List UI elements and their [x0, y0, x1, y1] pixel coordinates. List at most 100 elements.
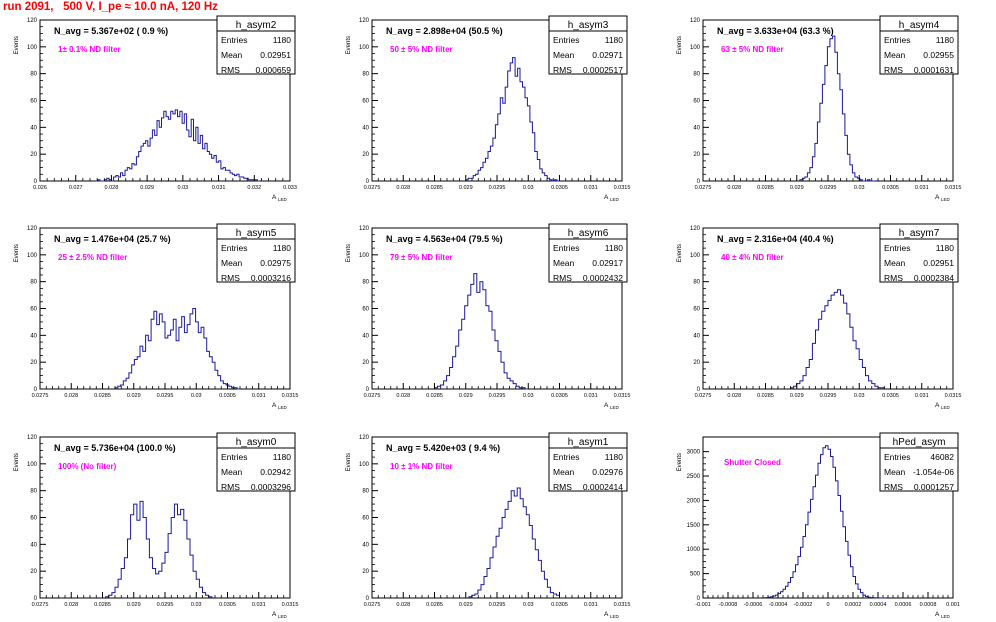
x-tick-label: 0.0275: [364, 185, 381, 191]
y-tick-label: 120: [690, 226, 701, 232]
y-tick-label: 120: [690, 18, 701, 24]
stats-value: 46082: [930, 452, 954, 462]
x-axis-title-subscript: LED: [278, 405, 288, 410]
stats-title: hPed_asym: [893, 437, 946, 448]
stats-key: RMS: [884, 482, 903, 492]
y-tick-label: 40: [30, 333, 37, 339]
y-tick-label: 80: [30, 280, 37, 286]
x-tick-label: 0.03: [523, 185, 534, 191]
x-tick-label: 0.0008: [920, 602, 937, 608]
x-axis-title-subscript: LED: [941, 405, 951, 410]
stats-value: 0.0001257: [914, 482, 954, 492]
stats-key: Entries: [884, 35, 910, 45]
n-avg-label: N_avg = 5.367e+02 ( 0.9 %): [54, 26, 168, 36]
y-tick-label: 0: [697, 596, 701, 602]
y-tick-label: 100: [690, 253, 701, 259]
y-tick-label: 100: [690, 45, 701, 51]
y-tick-label: 60: [362, 307, 369, 313]
stats-title: h_asym3: [568, 20, 609, 31]
x-tick-label: 0.0315: [614, 185, 631, 191]
stats-value: 1180: [605, 452, 624, 462]
histogram-line: [468, 487, 560, 598]
y-tick-label: 0: [34, 179, 38, 185]
x-tick-label: 0.0006: [895, 602, 912, 608]
x-tick-label: 0.029: [140, 185, 154, 191]
stats-title: h_asym2: [236, 20, 277, 31]
y-tick-label: 120: [27, 226, 38, 232]
stats-title: h_asym5: [236, 228, 277, 239]
histogram-panel-h_asym0: 0 20 40 60 80 100 120 0.0275 0.028 0.0285 0.029 0.0…: [14, 432, 298, 619]
stats-key: Mean: [553, 50, 575, 60]
y-tick-label: 20: [693, 360, 700, 366]
stats-key: Entries: [221, 35, 247, 45]
filter-label: 63 ± 5% ND filter: [721, 45, 784, 54]
y-tick-label: 2000: [687, 498, 701, 504]
filter-label: 25 ± 2.5% ND filter: [58, 253, 127, 262]
x-tick-label: -0.001: [695, 602, 711, 608]
histogram-line: [465, 57, 560, 182]
x-tick-label: 0.029: [459, 185, 473, 191]
x-tick-label: 0.029: [127, 602, 141, 608]
stats-key: RMS: [553, 65, 572, 75]
x-axis-title-subscript: LED: [941, 197, 951, 202]
histogram-panel-hPed_asym: 0 500 1000 1500 2000 2500 3000 -0.001 -0.0008 -0.…: [677, 432, 960, 619]
stats-key: RMS: [553, 482, 572, 492]
y-axis-title: Events: [14, 36, 20, 54]
x-axis-title: A: [272, 611, 277, 618]
x-tick-label: 0.0285: [426, 185, 443, 191]
stats-key: Entries: [884, 452, 910, 462]
stats-key: Mean: [553, 258, 575, 268]
y-tick-label: 500: [690, 572, 701, 578]
y-tick-label: 40: [30, 542, 37, 548]
stats-box: [216, 223, 296, 283]
x-tick-label: 0.0305: [551, 185, 568, 191]
x-axis-title: A: [935, 402, 940, 409]
stats-value: 0.02951: [923, 258, 954, 268]
y-tick-label: 60: [30, 307, 37, 313]
x-axis-title-subscript: LED: [278, 614, 288, 619]
x-tick-label: 0.0275: [32, 393, 49, 399]
stats-value: 1180: [273, 35, 292, 45]
n-avg-label: N_avg = 2.898e+04 (50.5 %): [386, 26, 503, 36]
stats-title: h_asym4: [899, 20, 940, 31]
x-tick-label: -0.0006: [744, 602, 763, 608]
x-tick-label: 0.031: [584, 185, 598, 191]
y-tick-label: 20: [693, 152, 700, 158]
y-tick-label: 0: [366, 387, 370, 393]
x-tick-label: 0.0285: [94, 393, 111, 399]
filter-label: Shutter Closed: [724, 458, 781, 467]
stats-box: [216, 15, 296, 75]
filter-label: 40 ± 4% ND filter: [721, 253, 784, 262]
x-tick-label: 0.031: [252, 602, 266, 608]
histogram-panel-h_asym5: 0 20 40 60 80 100 120 0.0275 0.028 0.0285 0.029 0.0…: [14, 223, 298, 410]
x-tick-label: 0.0305: [551, 393, 568, 399]
n-avg-label: N_avg = 2.316e+04 (40.4 %): [717, 234, 834, 244]
y-tick-label: 100: [359, 45, 370, 51]
x-tick-label: 0.0285: [426, 393, 443, 399]
stats-box: [548, 15, 628, 75]
stats-key: Entries: [553, 243, 579, 253]
x-tick-label: 0.0285: [94, 602, 111, 608]
x-tick-label: 0.031: [252, 393, 266, 399]
y-tick-label: 60: [30, 516, 37, 522]
x-tick-label: 0.0275: [32, 602, 49, 608]
y-axis-title: Events: [346, 244, 352, 262]
x-axis-title-subscript: LED: [610, 197, 620, 202]
stats-key: Mean: [553, 467, 575, 477]
y-tick-label: 20: [30, 152, 37, 158]
y-tick-label: 60: [362, 99, 369, 105]
y-tick-label: 120: [359, 435, 370, 441]
histogram-line: [799, 35, 875, 182]
y-tick-label: 100: [27, 253, 38, 259]
x-tick-label: 0.032: [247, 185, 261, 191]
stats-value: 1180: [605, 243, 624, 253]
x-tick-label: 0.0295: [157, 602, 174, 608]
y-axis-title: Events: [346, 453, 352, 471]
y-tick-label: 80: [30, 489, 37, 495]
y-tick-label: 40: [693, 125, 700, 131]
stats-key: RMS: [221, 482, 240, 492]
histogram-panel-h_asym1: 0 20 40 60 80 100 120 0.0275 0.028 0.0285 0.029 0.0…: [346, 432, 630, 619]
x-tick-label: 0.0295: [489, 393, 506, 399]
x-tick-label: 0.028: [64, 393, 78, 399]
n-avg-label: N_avg = 4.563e+04 (79.5 %): [386, 234, 503, 244]
